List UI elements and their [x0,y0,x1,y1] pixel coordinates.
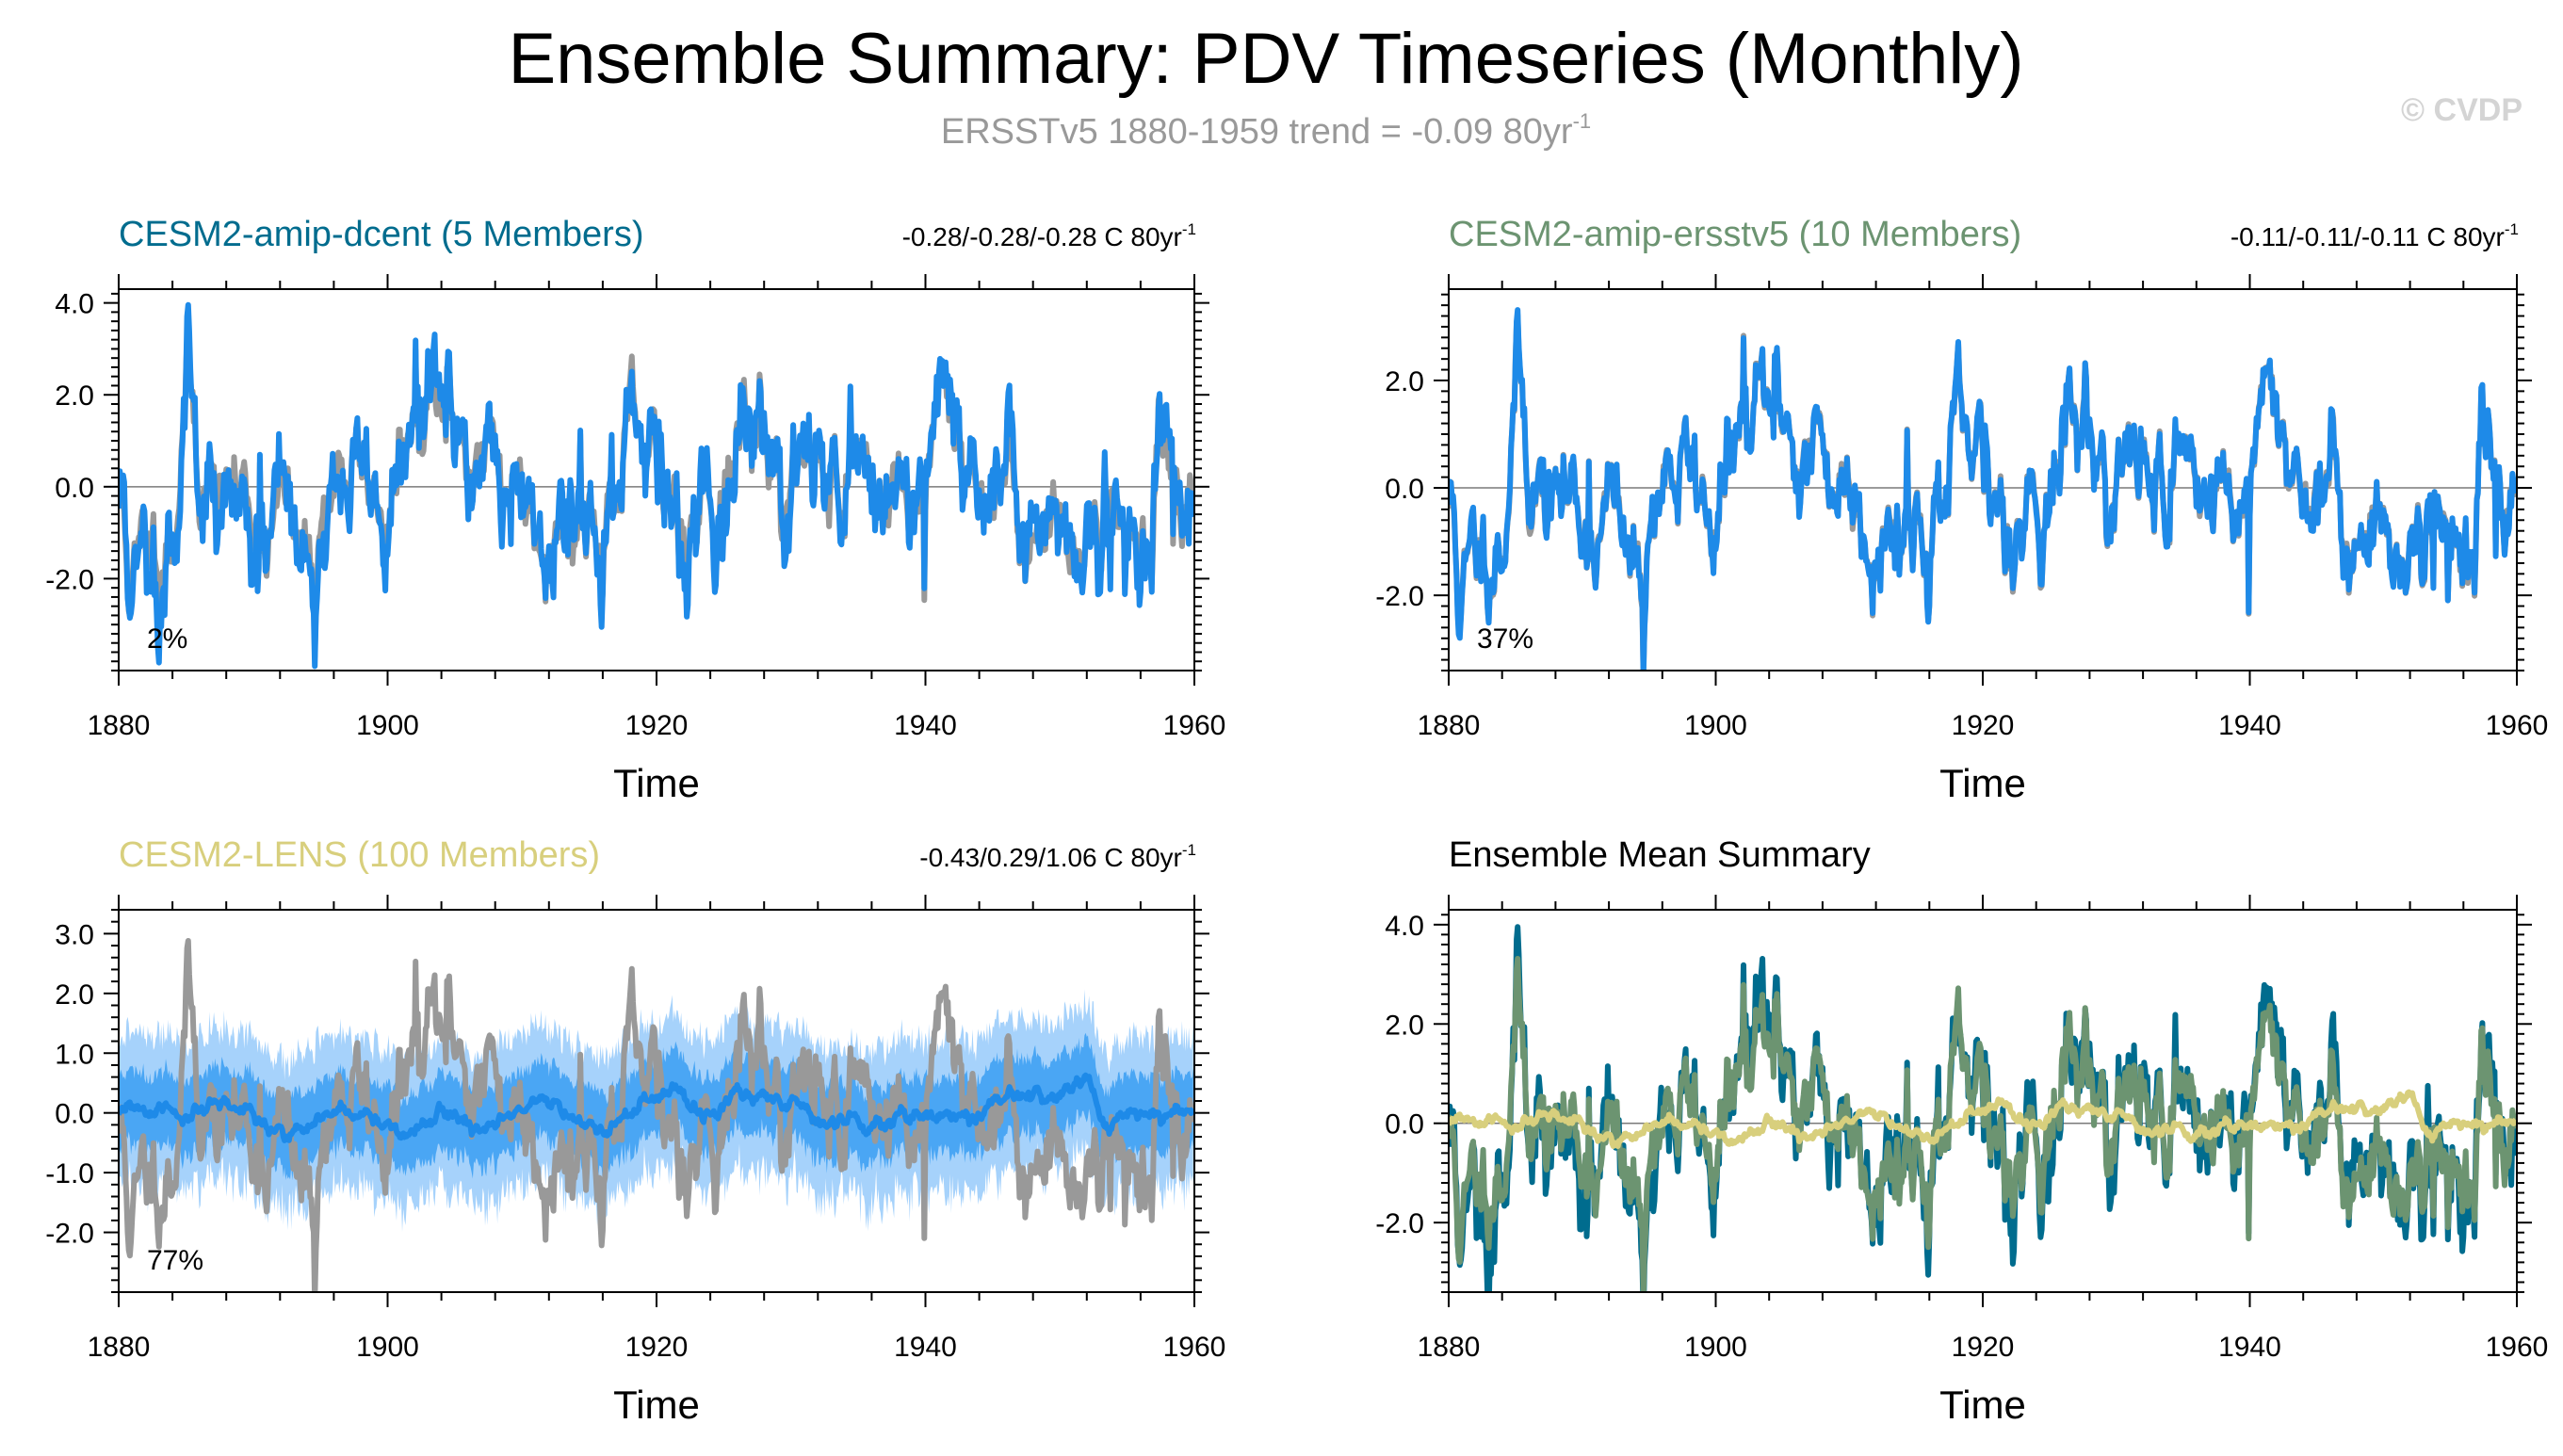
panel-p2: CESM2-amip-ersstv5 (10 Members) -0.11/-0.… [1375,215,2548,805]
panel-title: Ensemble Mean Summary [1449,835,1871,875]
series-line-2 [119,301,1194,670]
plot-area [119,938,1194,1292]
x-tick-label: 1920 [625,1332,689,1363]
panel-p1: CESM2-amip-dcent (5 Members) -0.28/-0.28/… [45,215,1225,805]
y-tick-label: -2.0 [45,564,94,595]
series-line-2 [1449,956,2517,1292]
x-axis-title: Time [613,1383,700,1427]
x-tick-label: 1960 [1163,710,1226,741]
x-tick-label: 1900 [1684,1332,1747,1363]
x-axis-title: Time [1939,761,2026,805]
x-tick-label: 1940 [2218,710,2281,741]
x-tick-label: 1920 [625,710,689,741]
y-tick-label: 2.0 [55,979,94,1011]
x-tick-label: 1880 [1418,1332,1481,1363]
x-tick-label: 1940 [894,710,957,741]
trend-text: -0.28/-0.28/-0.28 C 80yr [902,222,1182,251]
series-line-3 [1449,1089,2517,1149]
x-tick-label: 1880 [88,710,151,741]
panel-title: CESM2-LENS (100 Members) [119,835,600,875]
y-tick-label: 0.0 [1385,474,1424,505]
x-tick-label: 1940 [894,1332,957,1363]
y-tick-label: 4.0 [55,289,94,320]
x-tick-label: 1900 [356,710,419,741]
x-tick-label: 1900 [356,1332,419,1363]
y-tick-label: 0.0 [1385,1109,1424,1141]
panels: CESM2-amip-dcent (5 Members) -0.28/-0.28/… [45,215,2548,1427]
figure-subtitle: ERSSTv5 1880-1959 trend = -0.09 80yr-1 [941,109,1591,152]
subtitle-sup: -1 [1573,109,1592,133]
percent-label: 77% [147,1245,203,1276]
y-tick-label: 0.0 [55,1099,94,1130]
x-tick-label: 1880 [1418,710,1481,741]
x-tick-label: 1900 [1684,710,1747,741]
trend-sup: -1 [1182,220,1196,238]
plot-area [1449,924,2517,1292]
plot-area [119,301,1194,670]
trend-text: -0.11/-0.11/-0.11 C 80yr [2230,222,2505,251]
x-axis-title: Time [1939,1383,2026,1427]
trend-label: -0.43/0.29/1.06 C 80yr-1 [919,841,1196,872]
trend-sup: -1 [2505,220,2519,238]
series-line-2 [119,1072,1194,1143]
trend-text: -0.43/0.29/1.06 C 80yr [919,843,1182,872]
y-tick-label: -2.0 [45,1219,94,1250]
y-tick-label: 1.0 [55,1039,94,1070]
y-tick-label: 0.0 [55,473,94,504]
series-line-2 [1449,307,2517,671]
trend-sup: -1 [1182,841,1196,859]
figure-title: Ensemble Summary: PDV Timeseries (Monthl… [508,19,2023,99]
panel-p4: Ensemble Mean Summary 1880 1900 1920 1940 196… [1375,835,2548,1427]
y-tick-label: -1.0 [45,1158,94,1189]
trend-label: -0.11/-0.11/-0.11 C 80yr-1 [2230,220,2519,251]
cvdp-watermark: © CVDP [2401,92,2522,128]
y-tick-label: -2.0 [1375,581,1424,612]
series-line-1 [119,938,1194,1292]
x-tick-label: 1960 [1163,1332,1226,1363]
x-tick-label: 1880 [88,1332,151,1363]
y-tick-label: -2.0 [1375,1208,1424,1239]
plot-area [1449,307,2517,671]
panel-title: CESM2-amip-ersstv5 (10 Members) [1449,215,2021,254]
x-tick-label: 1960 [2486,710,2549,741]
x-axis-title: Time [613,761,700,805]
x-tick-label: 1920 [1952,710,2015,741]
percent-label: 2% [147,623,187,655]
panel-p3: CESM2-LENS (100 Members) -0.43/0.29/1.06 … [45,835,1225,1427]
y-tick-label: 3.0 [55,919,94,950]
y-tick-label: 4.0 [1385,911,1424,942]
y-tick-label: 2.0 [55,380,94,412]
percent-label: 37% [1477,623,1533,655]
y-tick-label: 2.0 [1385,366,1424,397]
panel-title: CESM2-amip-dcent (5 Members) [119,215,643,254]
x-tick-label: 1920 [1952,1332,2015,1363]
trend-label: -0.28/-0.28/-0.28 C 80yr-1 [902,220,1196,251]
x-tick-label: 1940 [2218,1332,2281,1363]
y-tick-label: 2.0 [1385,1010,1424,1041]
x-tick-label: 1960 [2486,1332,2549,1363]
subtitle-main: ERSSTv5 1880-1959 trend = -0.09 80yr [941,112,1573,152]
